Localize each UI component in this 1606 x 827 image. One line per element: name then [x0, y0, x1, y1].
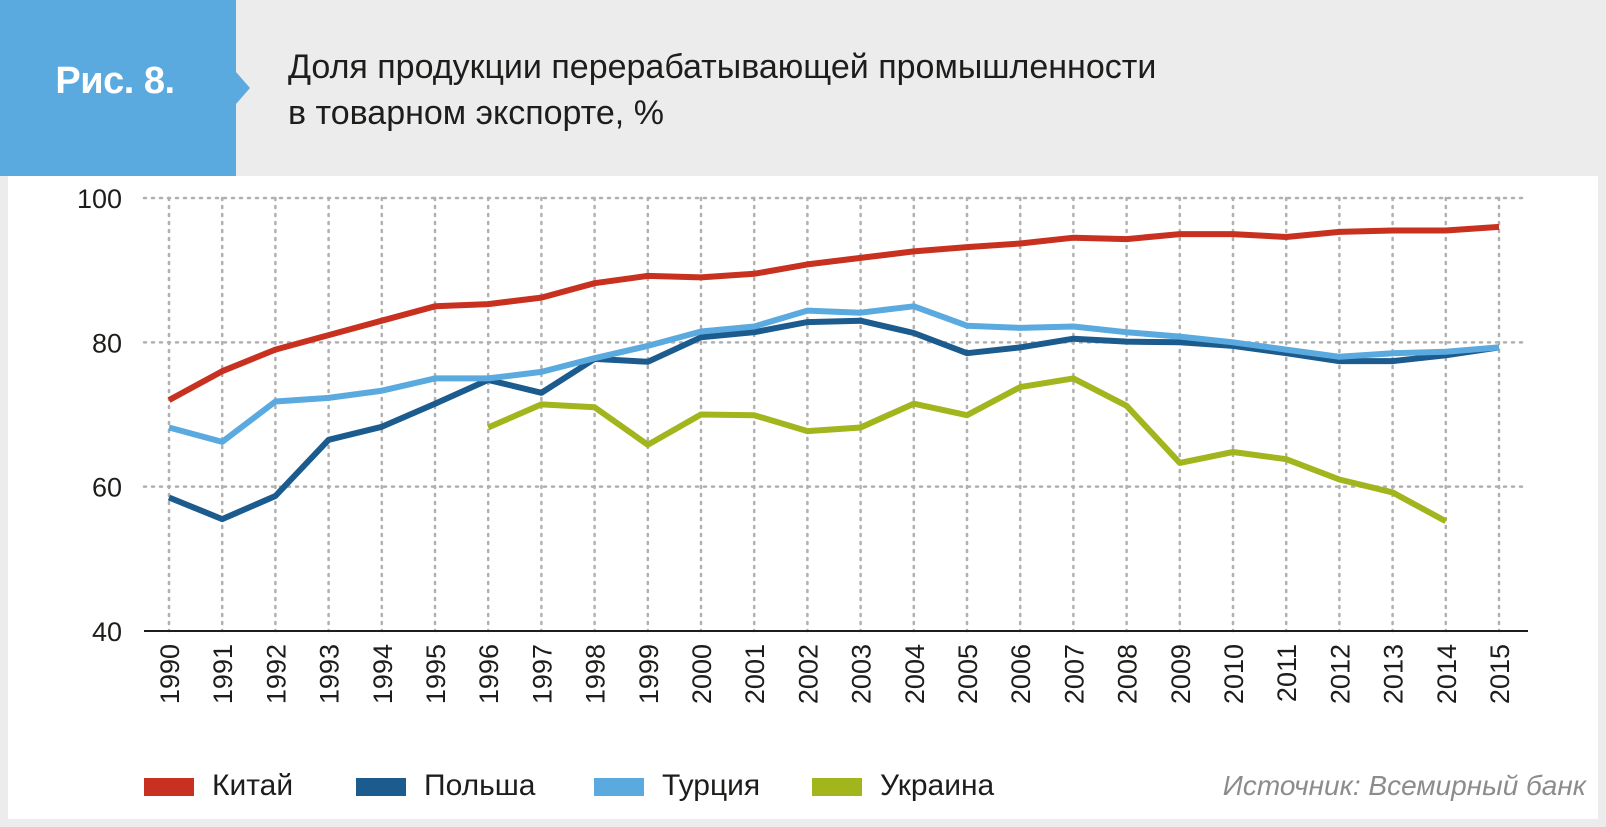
x-tick-label-2002: 2002 — [793, 644, 823, 704]
series-line-ukraine — [487, 375, 1448, 524]
y-tick-label-100: 100 — [77, 184, 122, 214]
legend-swatch-ukraine — [812, 778, 862, 796]
x-tick-label-2015: 2015 — [1485, 644, 1515, 704]
x-tick-label-1991: 1991 — [208, 644, 238, 704]
legend-swatch-china — [144, 778, 194, 796]
x-tick-label-2008: 2008 — [1113, 644, 1143, 704]
legend-swatch-turkey — [594, 778, 644, 796]
x-tick-label-2003: 2003 — [847, 644, 877, 704]
x-tick-label-1994: 1994 — [368, 644, 398, 704]
x-tick-label-1998: 1998 — [581, 644, 611, 704]
legend-label-ukraine: Украина — [880, 769, 995, 802]
figure-badge — [0, 0, 250, 176]
x-tick-label-1990: 1990 — [155, 644, 185, 704]
x-tick-label-1999: 1999 — [634, 644, 664, 704]
x-tick-label-2006: 2006 — [1006, 644, 1036, 704]
x-tick-label-2012: 2012 — [1325, 644, 1355, 704]
x-tick-label-1996: 1996 — [474, 644, 504, 704]
chart-title: Доля продукции перерабатывающей промышле… — [288, 44, 1156, 136]
figure-number: Рис. 8. — [55, 60, 175, 102]
legend-label-poland: Польша — [424, 769, 536, 802]
x-tick-label-2014: 2014 — [1432, 644, 1462, 704]
x-tick-label-1997: 1997 — [527, 644, 557, 704]
x-tick-label-2001: 2001 — [740, 644, 770, 704]
y-tick-label-40: 40 — [92, 617, 122, 647]
legend-swatch-poland — [356, 778, 406, 796]
x-tick-label-2011: 2011 — [1272, 644, 1302, 702]
series-line-poland — [167, 317, 1500, 523]
chart-title-line-1: Доля продукции перерабатывающей промышле… — [288, 48, 1157, 86]
y-tick-label-80: 80 — [92, 328, 122, 358]
legend-label-turkey: Турция — [662, 769, 761, 802]
x-tick-label-1992: 1992 — [261, 644, 291, 704]
series-line-china — [167, 223, 1500, 403]
badge-shape — [0, 0, 250, 176]
legend-label-china: Китай — [212, 769, 294, 802]
x-tick-label-2007: 2007 — [1059, 644, 1089, 704]
source-note: Источник: Всемирный банк — [1222, 770, 1586, 801]
x-tick-label-2010: 2010 — [1219, 644, 1249, 704]
x-tick-label-2009: 2009 — [1166, 644, 1196, 704]
x-tick-label-2013: 2013 — [1379, 644, 1409, 704]
x-tick-label-2005: 2005 — [953, 644, 983, 704]
x-tick-label-2000: 2000 — [687, 644, 717, 704]
line-chart: 40 60 80 100 1990 1991 1992 1993 1994 1995 1996 199… — [77, 184, 1530, 704]
x-tick-label-1995: 1995 — [421, 644, 451, 704]
y-tick-label-60: 60 — [92, 473, 122, 503]
x-tick-label-2004: 2004 — [900, 644, 930, 704]
chart-title-line-2: в товарном экспорте, % — [288, 94, 664, 132]
chart-panel: 40 60 80 100 1990 1991 1992 1993 1994 1995 1996 199… — [8, 176, 1598, 819]
series-line-turkey — [168, 303, 1500, 445]
x-tick-label-1993: 1993 — [315, 644, 345, 704]
